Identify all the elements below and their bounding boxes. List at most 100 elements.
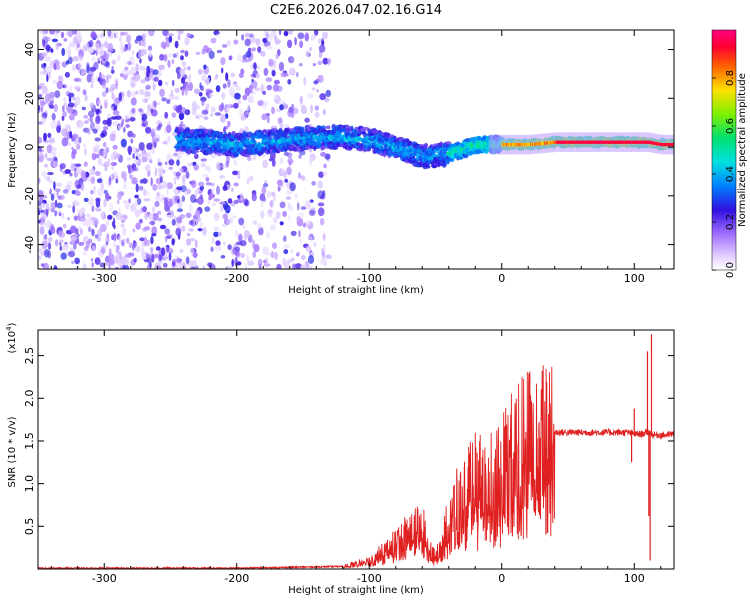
noise-speckle — [308, 236, 313, 240]
noise-speckle — [69, 172, 73, 177]
noise-speckle — [106, 218, 109, 227]
noise-speckle — [152, 206, 156, 214]
noise-speckle — [183, 66, 187, 71]
noise-speckle — [194, 153, 199, 160]
noise-speckle — [314, 30, 319, 36]
noise-speckle — [216, 49, 223, 54]
noise-speckle — [104, 262, 110, 266]
noise-speckle — [174, 87, 180, 93]
noise-speckle — [188, 204, 193, 213]
noise-speckle — [47, 71, 52, 79]
noise-speckle — [214, 245, 222, 252]
snr-xtick-label: -100 — [357, 572, 382, 585]
noise-speckle — [44, 248, 49, 258]
noise-speckle — [108, 248, 112, 258]
noise-speckle — [197, 228, 203, 232]
spectrogram-xtick-label: 100 — [624, 272, 645, 285]
noise-speckle — [197, 181, 205, 187]
noise-speckle — [260, 50, 266, 57]
noise-speckle — [314, 105, 319, 111]
noise-speckle — [201, 100, 205, 106]
noise-speckle — [49, 91, 55, 99]
noise-speckle — [298, 62, 303, 67]
noise-speckle — [271, 159, 276, 167]
noise-speckle — [144, 190, 150, 196]
noise-speckle — [101, 91, 107, 98]
noise-speckle — [82, 45, 89, 53]
noise-speckle — [67, 204, 73, 208]
noise-speckle — [141, 32, 147, 39]
noise-speckle — [132, 166, 139, 172]
noise-speckle — [157, 166, 164, 175]
noise-speckle — [317, 207, 325, 217]
noise-speckle — [94, 137, 101, 142]
noise-speckle — [135, 90, 139, 95]
noise-speckle — [283, 249, 289, 255]
noise-speckle — [97, 58, 103, 62]
noise-speckle — [220, 254, 226, 259]
noise-speckle — [185, 212, 192, 218]
noise-speckle — [110, 106, 114, 111]
noise-speckle — [44, 233, 48, 240]
noise-speckle — [247, 156, 252, 162]
spectral-blob — [350, 125, 354, 131]
noise-speckle — [145, 91, 151, 97]
noise-speckle — [210, 106, 216, 113]
noise-speckle — [159, 194, 166, 204]
noise-speckle — [69, 115, 75, 121]
noise-speckle — [77, 62, 82, 70]
noise-speckle — [111, 164, 114, 171]
noise-speckle — [157, 161, 163, 167]
noise-speckle — [181, 174, 186, 182]
noise-speckle — [129, 117, 136, 122]
noise-speckle — [81, 251, 88, 256]
noise-speckle — [194, 190, 198, 199]
noise-speckle — [185, 171, 190, 179]
noise-speckle — [68, 250, 75, 258]
noise-speckle — [216, 185, 220, 195]
noise-speckle — [317, 38, 322, 44]
noise-speckle — [312, 63, 317, 67]
noise-speckle — [214, 75, 218, 81]
noise-speckle — [173, 176, 177, 185]
noise-speckle — [98, 150, 105, 157]
spectrogram-ylabel: Frequency (Hz) — [7, 112, 18, 188]
noise-speckle — [286, 189, 293, 195]
noise-speckle — [63, 223, 67, 229]
noise-speckle — [100, 133, 105, 138]
noise-speckle — [113, 242, 117, 248]
noise-speckle — [47, 176, 51, 182]
noise-speckle — [134, 194, 139, 199]
noise-speckle — [282, 211, 287, 217]
noise-speckle — [40, 106, 44, 113]
noise-speckle — [109, 258, 115, 266]
noise-speckle — [158, 217, 162, 222]
noise-speckle — [38, 30, 43, 34]
noise-speckle — [221, 92, 226, 100]
noise-speckle — [256, 73, 260, 79]
noise-speckle — [39, 196, 44, 202]
noise-speckle — [123, 182, 127, 190]
noise-speckle — [180, 55, 184, 61]
noise-speckle — [286, 166, 292, 176]
noise-speckle — [46, 144, 53, 154]
noise-speckle — [155, 246, 161, 251]
noise-speckle — [254, 87, 261, 92]
noise-speckle — [166, 182, 172, 189]
noise-speckle — [145, 84, 151, 90]
noise-speckle — [299, 238, 303, 244]
noise-speckle — [160, 41, 167, 49]
noise-speckle — [120, 138, 127, 148]
noise-speckle — [143, 240, 147, 247]
noise-speckle — [176, 208, 183, 213]
noise-speckle — [79, 208, 85, 217]
noise-speckle — [75, 167, 82, 174]
noise-speckle — [72, 233, 79, 237]
noise-speckle — [168, 53, 173, 58]
noise-speckle — [131, 50, 135, 55]
noise-speckle — [279, 157, 284, 164]
noise-speckle — [150, 246, 153, 255]
noise-speckle — [200, 221, 203, 229]
noise-speckle — [317, 60, 323, 66]
